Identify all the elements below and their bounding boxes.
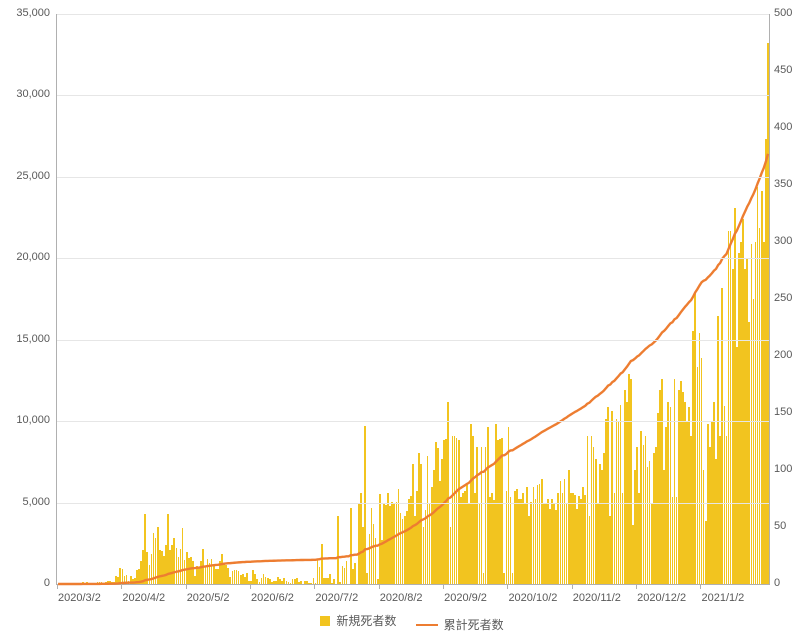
y-left-tick-label: 5,000 [22, 496, 50, 508]
x-tick-label: 2020/12/2 [637, 592, 686, 604]
y-right-tick-label: 400 [774, 121, 792, 133]
y-right-tick-label: 250 [774, 292, 792, 304]
y-right-tick-label: 300 [774, 235, 792, 247]
x-tick-label: 2021/1/2 [701, 592, 744, 604]
y-left-tick-label: 10,000 [16, 414, 50, 426]
legend: 新規死者数 累計死者数 [56, 612, 768, 633]
gridline [57, 340, 769, 341]
legend-item-line: 累計死者数 [416, 616, 504, 633]
x-tick-label: 2020/3/2 [58, 592, 101, 604]
x-tick [314, 584, 315, 589]
plot-area [56, 14, 770, 585]
x-tick-label: 2020/6/2 [251, 592, 294, 604]
x-tick [250, 584, 251, 589]
x-tick-label: 2020/5/2 [187, 592, 230, 604]
y-right-tick-label: 200 [774, 349, 792, 361]
y-right-tick-label: 450 [774, 64, 792, 76]
legend-item-bars: 新規死者数 [320, 612, 396, 629]
x-tick-label: 2020/4/2 [122, 592, 165, 604]
x-tick-label: 2020/9/2 [444, 592, 487, 604]
y-left-tick-label: 15,000 [16, 333, 50, 345]
x-tick [57, 584, 58, 589]
y-left-tick-label: 35,000 [16, 7, 50, 19]
deaths-chart: 新規死者数 累計死者数 0 5,000 10,000 15,000 20,000 25,0… [0, 0, 806, 634]
y-left-tick-label: 30,000 [16, 88, 50, 100]
y-left-tick-label: 0 [44, 577, 50, 589]
gridline [57, 14, 769, 15]
legend-swatch-bar [320, 616, 330, 626]
y-right-tick-label: 350 [774, 178, 792, 190]
legend-swatch-line [416, 624, 438, 626]
gridline [57, 177, 769, 178]
line-series [57, 14, 769, 584]
y-right-tick-label: 500 [774, 7, 792, 19]
x-tick [186, 584, 187, 589]
x-tick [443, 584, 444, 589]
gridline [57, 95, 769, 96]
y-left-tick-label: 20,000 [16, 251, 50, 263]
gridline [57, 503, 769, 504]
x-tick [379, 584, 380, 589]
x-tick [700, 584, 701, 589]
legend-label-line: 累計死者数 [444, 616, 504, 633]
x-tick [121, 584, 122, 589]
y-right-tick-label: 0 [774, 577, 780, 589]
cumulative-line [58, 154, 768, 584]
y-right-tick-label: 50 [774, 520, 786, 532]
x-tick-label: 2020/10/2 [508, 592, 557, 604]
x-tick-label: 2020/7/2 [315, 592, 358, 604]
y-right-tick-label: 150 [774, 406, 792, 418]
gridline [57, 421, 769, 422]
x-tick-label: 2020/8/2 [380, 592, 423, 604]
legend-label-bars: 新規死者数 [336, 612, 396, 629]
x-tick [572, 584, 573, 589]
gridline [57, 258, 769, 259]
y-left-tick-label: 25,000 [16, 170, 50, 182]
x-tick [636, 584, 637, 589]
x-tick [507, 584, 508, 589]
y-right-tick-label: 100 [774, 463, 792, 475]
x-tick-label: 2020/11/2 [573, 592, 621, 604]
